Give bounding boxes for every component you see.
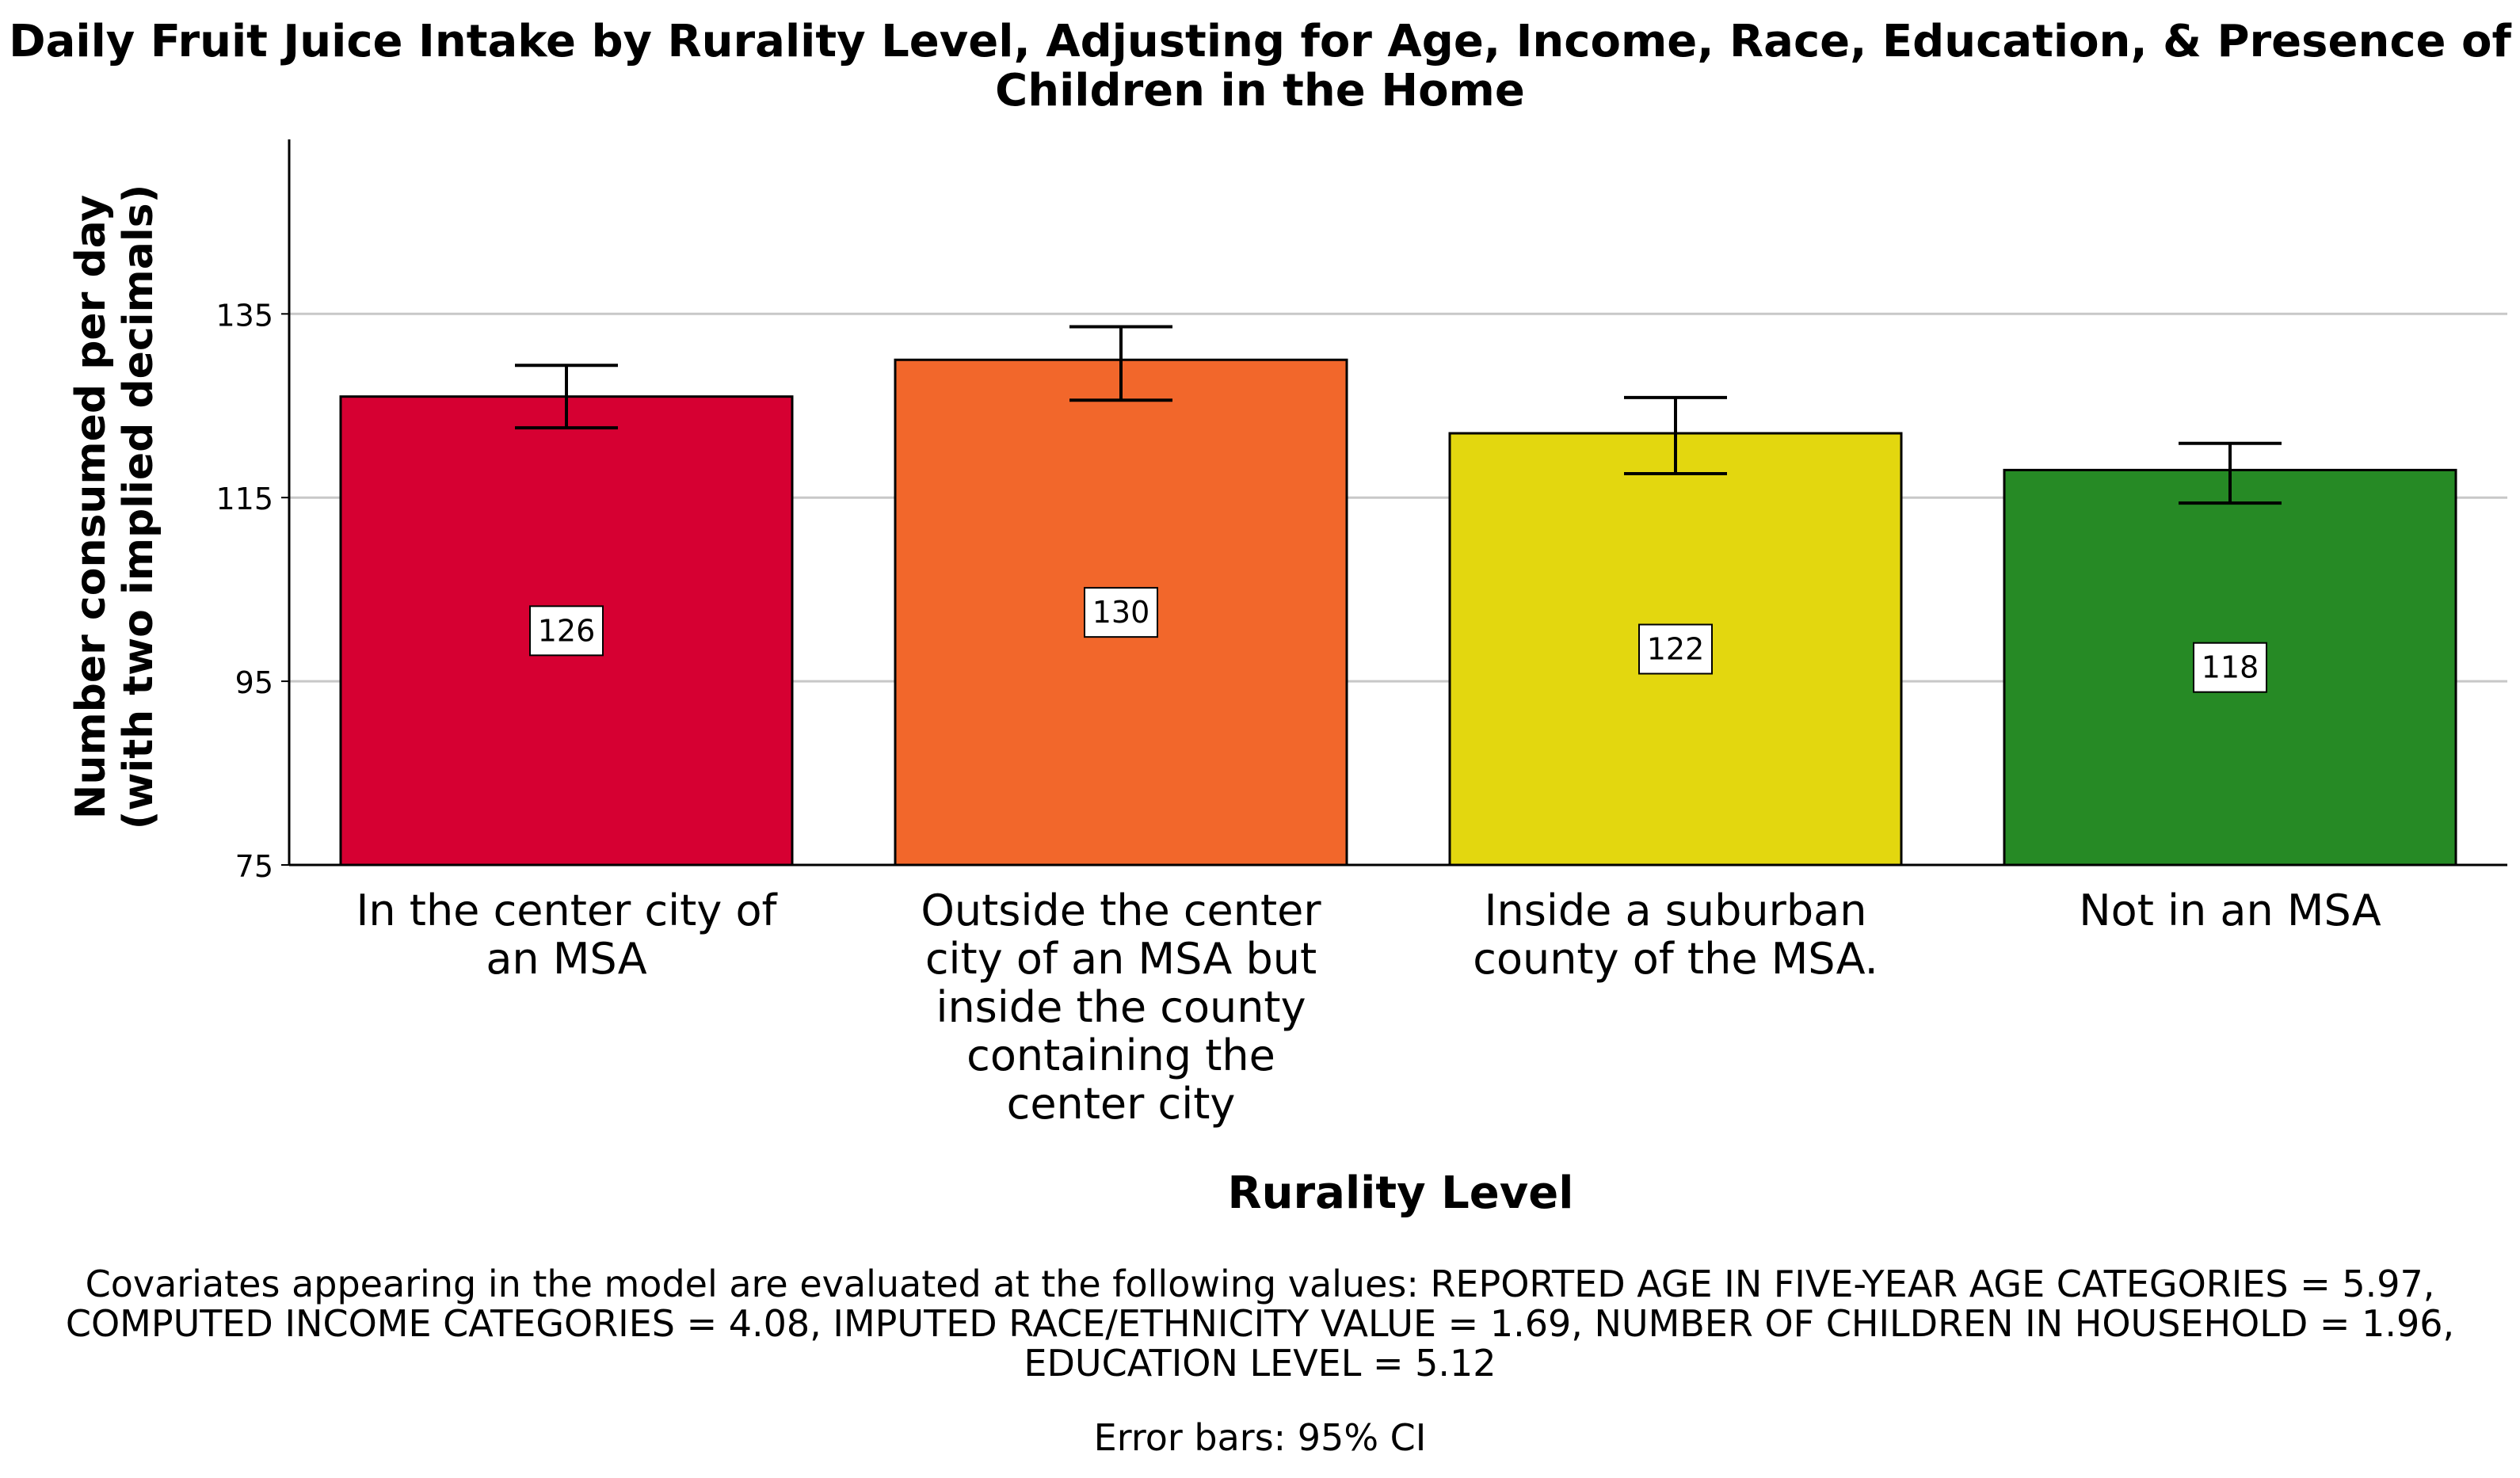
error-bar-note: Error bars: 95% CI [1093, 1416, 1427, 1459]
x-tick-label-2-line-2: city of an MSA but [925, 934, 1317, 984]
y-tick-label-75: 75 [235, 849, 273, 884]
x-tick-label-2-line-1: Outside the center [921, 886, 1321, 935]
data-label-2: 130 [1092, 595, 1150, 630]
data-label-box-4 [2193, 642, 2267, 693]
x-tick-label-1-line-1: In the center city of [356, 886, 778, 935]
footnote-line-1: Covariates appearing in the model are ev… [85, 1263, 2435, 1305]
y-tick-label-115: 115 [215, 482, 273, 516]
x-tick-label-3-line-2: county of the MSA. [1473, 934, 1878, 984]
footnote-line-3: EDUCATION LEVEL = 5.12 [1024, 1342, 1496, 1385]
x-tick-label-2-line-3: inside the county [936, 982, 1306, 1032]
data-label-1: 126 [538, 613, 596, 648]
x-axis-title: Rurality Level [1227, 1168, 1574, 1219]
x-tick-label-4-line-1: Not in an MSA [2079, 886, 2381, 935]
chart-title-line-2: Children in the Home [995, 65, 1525, 116]
y-tick-label-95: 95 [235, 665, 273, 700]
x-tick-label-1-line-2: an MSA [486, 934, 646, 984]
covariates-footnote: Covariates appearing in the model are ev… [0, 1264, 2520, 1383]
x-tick-label-2-line-5: center city [1007, 1079, 1236, 1129]
x-tick-label-3-line-1: Inside a suburban [1485, 886, 1867, 935]
x-tick-label-2-line-4: containing the [966, 1030, 1275, 1080]
data-label-box-1 [529, 605, 604, 657]
chart-title-line-1: Daily Fruit Juice Intake by Rurality Lev… [9, 16, 2511, 67]
data-label-4: 118 [2202, 650, 2259, 685]
chart-title: Daily Fruit Juice Intake by Rurality Lev… [0, 17, 2520, 116]
data-label-3: 122 [1647, 632, 1705, 667]
data-label-box-3 [1638, 623, 1713, 675]
data-label-box-2 [1084, 587, 1158, 638]
y-tick-label-135: 135 [215, 298, 273, 333]
footnote-line-2: COMPUTED INCOME CATEGORIES = 4.08, IMPUT… [65, 1302, 2455, 1345]
